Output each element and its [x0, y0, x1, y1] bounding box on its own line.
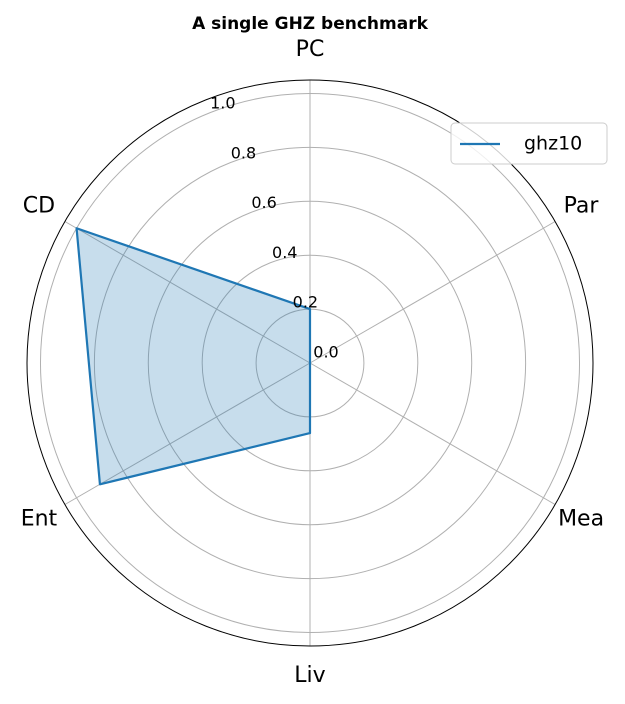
category-label: Ent: [21, 507, 58, 532]
y-tick-label: 1.0: [210, 93, 235, 112]
spoke: [309, 221, 556, 364]
chart-title: A single GHZ benchmark: [192, 14, 429, 34]
category-label: CD: [23, 194, 55, 219]
spoke: [64, 221, 311, 364]
spoke: [64, 362, 311, 505]
y-tick-label: 0.0: [313, 343, 338, 362]
legend-label: ghz10: [524, 133, 582, 155]
spoke: [309, 362, 556, 505]
legend-box: [450, 122, 608, 165]
y-tick-label: 0.6: [251, 193, 276, 212]
category-label: Mea: [558, 507, 604, 532]
y-tick-label: 0.8: [231, 143, 256, 162]
y-tick-label: 0.2: [293, 293, 318, 312]
outer-frame: [26, 79, 594, 647]
category-label: Liv: [294, 663, 325, 688]
category-label: PC: [296, 37, 325, 62]
y-tick-label: 0.4: [272, 243, 297, 262]
series-area: [75, 227, 312, 486]
category-label: Par: [564, 194, 600, 219]
